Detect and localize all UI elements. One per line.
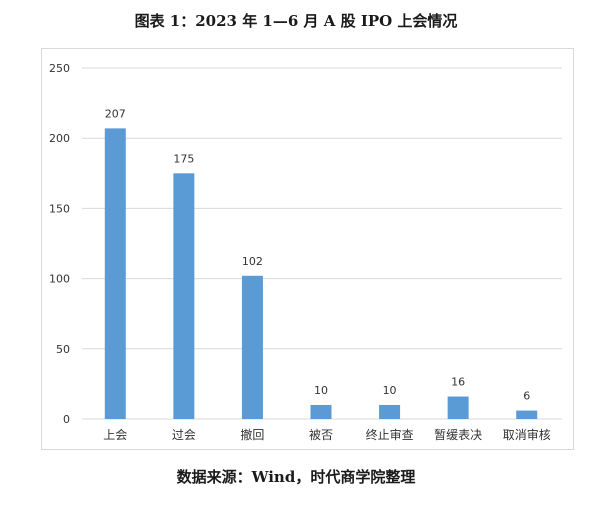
y-tick-label: 100 xyxy=(49,273,70,286)
source-note: 数据来源：Wind，时代商学院整理 xyxy=(176,468,416,486)
y-tick-label: 200 xyxy=(49,132,70,145)
category-label: 暂缓表决 xyxy=(434,428,482,442)
y-tick-label: 250 xyxy=(49,62,70,75)
bar-chart: 0 50 100 150 200 250 207 175 102 10 10 16 6 上会 过会 撤回 被… xyxy=(49,62,562,442)
bar xyxy=(241,275,263,419)
category-label: 上会 xyxy=(103,428,127,442)
category-label: 撤回 xyxy=(240,427,264,442)
chart-area: 0 50 100 150 200 250 207 175 102 10 10 16 6 上会 过会 撤回 被… xyxy=(41,48,574,450)
bar xyxy=(379,404,401,419)
category-label: 终止审查 xyxy=(366,427,414,442)
data-label: 207 xyxy=(105,107,126,120)
data-label: 10 xyxy=(383,384,397,397)
chart-title: 图表 1：2023 年 1—6 月 A 股 IPO 上会情况 xyxy=(134,12,458,30)
data-label: 10 xyxy=(314,384,328,397)
bars xyxy=(104,128,538,419)
category-label: 取消审核 xyxy=(503,427,551,442)
gridlines xyxy=(82,67,562,420)
bar xyxy=(447,396,469,419)
data-label: 175 xyxy=(173,152,194,165)
y-tick-label: 50 xyxy=(56,343,70,356)
data-label: 102 xyxy=(242,255,263,268)
bar xyxy=(173,173,195,419)
category-labels: 上会 过会 撤回 被否 终止审查 暂缓表决 取消审核 xyxy=(103,427,550,442)
bar xyxy=(104,128,126,419)
data-label: 6 xyxy=(523,390,530,403)
data-labels: 207 175 102 10 10 16 6 xyxy=(105,107,530,402)
y-tick-label: 0 xyxy=(63,413,70,426)
bar xyxy=(310,404,332,419)
bar xyxy=(516,410,538,419)
y-tick-label: 150 xyxy=(49,202,70,215)
category-label: 过会 xyxy=(172,428,196,442)
y-axis-ticks: 0 50 100 150 200 250 xyxy=(49,62,70,426)
data-label: 16 xyxy=(451,376,465,389)
category-label: 被否 xyxy=(309,428,333,442)
